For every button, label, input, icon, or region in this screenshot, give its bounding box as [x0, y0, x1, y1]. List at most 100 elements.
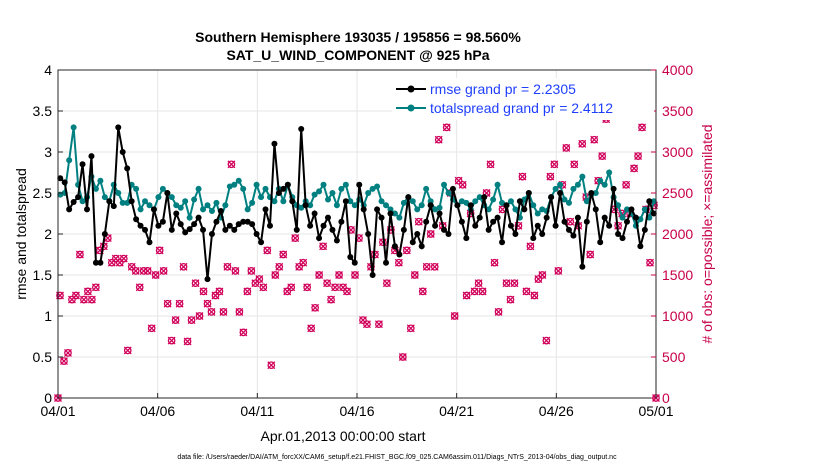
rmse-point [75, 194, 82, 201]
obs-marker [291, 234, 300, 243]
obs-marker [542, 336, 551, 345]
rmse-point [258, 239, 265, 246]
rmse-point [338, 218, 345, 225]
rmse-point [597, 239, 604, 246]
rmse-point [534, 222, 541, 229]
rmse-point [289, 198, 296, 205]
rmse-point [262, 206, 269, 213]
obs-marker [462, 291, 471, 300]
obs-marker [486, 160, 495, 169]
totalspread-point [168, 194, 175, 201]
totalspread-point [490, 196, 497, 203]
rmse-point [512, 231, 519, 237]
obs-marker [239, 328, 248, 337]
rmse-point [106, 198, 113, 205]
x-tick-label: 04/11 [240, 403, 274, 419]
rmse-point [324, 214, 331, 221]
rmse-point [150, 206, 157, 213]
totalspread-point [414, 206, 421, 213]
rmse-point [552, 222, 559, 229]
totalspread-point [231, 181, 238, 188]
totalspread-point [615, 202, 622, 209]
x-axis-label: Apr.01,2013 00:00:00 start [260, 428, 425, 444]
rmse-point [253, 231, 260, 237]
totalspread-point [597, 177, 604, 184]
obs-marker [91, 283, 100, 292]
totalspread-point [387, 206, 394, 213]
totalspread-point [253, 181, 260, 188]
rmse-point [592, 206, 599, 213]
obs-marker [119, 254, 128, 263]
obs-marker [207, 307, 216, 316]
rmse-point [628, 206, 635, 213]
y-tick-label: 3.5 [33, 103, 53, 119]
obs-marker [167, 336, 176, 345]
totalspread-point [115, 190, 122, 196]
totalspread-point [191, 196, 198, 203]
totalspread-point [173, 202, 180, 209]
totalspread-point [391, 210, 398, 217]
totalspread-point [316, 188, 323, 195]
y2-tick-label: 0 [662, 390, 670, 406]
totalspread-point [472, 198, 479, 205]
obs-marker [127, 262, 136, 271]
rmse-point [84, 206, 91, 213]
totalspread-point [570, 185, 577, 192]
obs-marker [175, 299, 184, 308]
y2-tick-label: 2000 [662, 226, 693, 242]
obs-marker [71, 291, 80, 300]
totalspread-point [441, 181, 448, 188]
totalspread-point [262, 185, 269, 192]
rmse-point [561, 218, 568, 225]
rmse-point [213, 218, 220, 225]
rmse-point [632, 214, 639, 221]
rmse-point [637, 243, 644, 250]
obs-marker [510, 279, 519, 288]
totalspread-point [66, 157, 73, 164]
rmse-point [463, 235, 470, 242]
obs-marker [578, 139, 587, 148]
obs-marker [83, 287, 92, 296]
rmse-point [650, 210, 657, 217]
x-tick-label: 04/21 [439, 403, 474, 419]
rmse-point [521, 206, 528, 213]
rmse-point [275, 190, 282, 196]
obs-marker [406, 324, 415, 333]
totalspread-point [79, 198, 86, 205]
obs-marker [374, 320, 383, 329]
legend-box [392, 78, 654, 120]
obs-marker [259, 283, 268, 292]
rmse-point [565, 226, 572, 233]
totalspread-point [552, 185, 559, 192]
rmse-point [606, 222, 613, 229]
obs-marker [634, 152, 643, 161]
rmse-point [142, 226, 149, 233]
obs-marker [598, 152, 607, 161]
grid [58, 70, 656, 398]
rmse-point [454, 202, 461, 209]
obs-marker [622, 180, 631, 189]
obs-marker [586, 250, 595, 259]
rmse-point [423, 218, 430, 225]
totalspread-point [592, 190, 599, 196]
y2-tick-label: 1500 [662, 267, 693, 283]
chart-title: Southern Hemisphere 193035 / 195856 = 98… [195, 29, 521, 45]
rmse-point [347, 253, 354, 260]
totalspread-point [101, 194, 108, 201]
obs-marker [434, 135, 443, 144]
totalspread-point [619, 214, 626, 221]
totalspread-point [249, 199, 256, 206]
totalspread-point [137, 206, 144, 213]
obs-marker [87, 295, 96, 304]
obs-marker [538, 271, 547, 279]
y2-tick-label: 2500 [662, 185, 693, 201]
rmse-point [615, 231, 622, 237]
axis-ticks: 0 0.5 1 1.5 2 2.5 3 3.5 4 0 500 1000 1500 2000 2500 300… [33, 62, 694, 419]
obs-marker [155, 246, 164, 255]
obs-marker [135, 283, 144, 292]
obs-marker [470, 287, 479, 296]
rmse-point [128, 198, 135, 205]
obs-marker [398, 353, 407, 361]
rmse-point [619, 235, 626, 242]
totalspread-point [557, 181, 564, 188]
